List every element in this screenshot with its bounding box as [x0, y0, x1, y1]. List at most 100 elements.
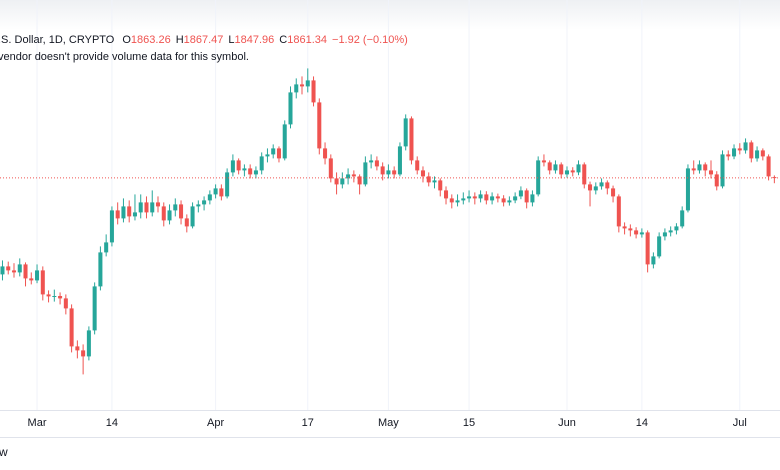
candle-body [588, 184, 593, 191]
candle-body [242, 168, 247, 171]
candle-body [167, 210, 172, 221]
candle-body [207, 194, 212, 201]
candle-body [645, 232, 650, 265]
candle-body [760, 150, 765, 157]
candle-body [628, 228, 633, 231]
candle-body [109, 210, 114, 243]
candle-body [651, 256, 656, 265]
candle-body [680, 210, 685, 227]
candle-body [299, 84, 305, 87]
candle-body [449, 198, 454, 203]
candle-body [455, 200, 460, 203]
x-tick-label: 17 [302, 417, 314, 429]
footer-text: w [0, 445, 8, 459]
candle-body [29, 278, 34, 281]
legend-header: .S. Dollar, 1D, CRYPTO O1863.26 H1867.47 L1… [0, 34, 408, 46]
candle-body [559, 164, 564, 175]
candle-body [697, 164, 702, 171]
candle-body [305, 80, 310, 87]
candle-body [294, 84, 299, 93]
candle-body [547, 162, 552, 171]
candle-body [196, 204, 201, 207]
candle-body [346, 174, 351, 179]
candle-body [374, 160, 379, 167]
candle-body [743, 142, 748, 151]
candle-body [708, 170, 714, 175]
candle-body [282, 124, 287, 159]
candle-body [23, 264, 28, 279]
candle-body [311, 80, 316, 103]
ohlc-value: 1867.47 [184, 34, 224, 46]
candle-body [259, 156, 264, 171]
candle-body [132, 212, 137, 217]
candle-body [386, 170, 391, 175]
candle-body [52, 296, 57, 297]
candle-body [668, 230, 673, 233]
candle-body [685, 168, 690, 211]
candle-body [674, 226, 679, 231]
candle-body [749, 142, 754, 159]
top-fade [0, 0, 780, 30]
candle-body [40, 270, 45, 295]
x-tick-label: May [378, 417, 399, 429]
x-tick-label: Mar [28, 417, 47, 429]
ohlc-prefix: H [176, 34, 184, 46]
x-tick-label: Apr [207, 417, 224, 429]
candle-body [766, 156, 771, 177]
change-label: −1.92 (−0.10%) [332, 34, 408, 46]
candle-body [248, 168, 253, 175]
candle-body [484, 194, 489, 201]
candle-body [190, 206, 195, 227]
candle-body [599, 182, 604, 187]
candle-body [138, 202, 143, 213]
candle-body [657, 236, 662, 257]
candle-body [737, 148, 742, 151]
candle-body [576, 164, 581, 173]
candle-body [490, 196, 495, 201]
candle-body [323, 148, 328, 159]
candle-body [392, 170, 397, 175]
candle-body [0, 266, 5, 275]
candle-body [173, 204, 178, 211]
candle-body [334, 178, 339, 185]
candle-body [467, 196, 472, 199]
candle-body [271, 148, 276, 155]
candle-body [75, 346, 80, 351]
candle-body [144, 202, 149, 213]
candle-body [415, 160, 420, 171]
candle-body [98, 252, 103, 287]
candle-body [432, 180, 437, 183]
x-tick-label: Jul [733, 417, 747, 429]
candle-body [155, 202, 161, 207]
candle-body [755, 150, 760, 159]
candle-body [363, 162, 368, 185]
candle-body [501, 198, 506, 203]
candle-body [495, 196, 500, 199]
candle-body [17, 264, 22, 273]
candle-body [472, 196, 477, 199]
ohlc-prefix: O [122, 34, 131, 46]
candle-body [438, 180, 443, 191]
candle-body [357, 176, 362, 185]
candle-body [397, 146, 402, 175]
candle-body [328, 158, 333, 179]
volume-note: vendor doesn't provide volume data for t… [0, 51, 249, 63]
symbol-label: .S. Dollar, 1D, CRYPTO [0, 34, 115, 46]
x-tick-label: Jun [558, 417, 576, 429]
candle-body [726, 154, 731, 157]
candle-body [92, 286, 97, 331]
candle-body [81, 350, 86, 357]
candle-body [639, 232, 644, 235]
candle-body [230, 160, 235, 173]
candle-body [63, 298, 68, 309]
candle-body [553, 164, 558, 171]
candle-body [317, 102, 322, 149]
ohlc-value: 1863.26 [131, 34, 171, 46]
candle-body [104, 242, 109, 253]
candle-body [11, 270, 17, 273]
candle-body [150, 202, 155, 213]
x-tick-label: 15 [463, 417, 475, 429]
candle-body [461, 198, 466, 201]
